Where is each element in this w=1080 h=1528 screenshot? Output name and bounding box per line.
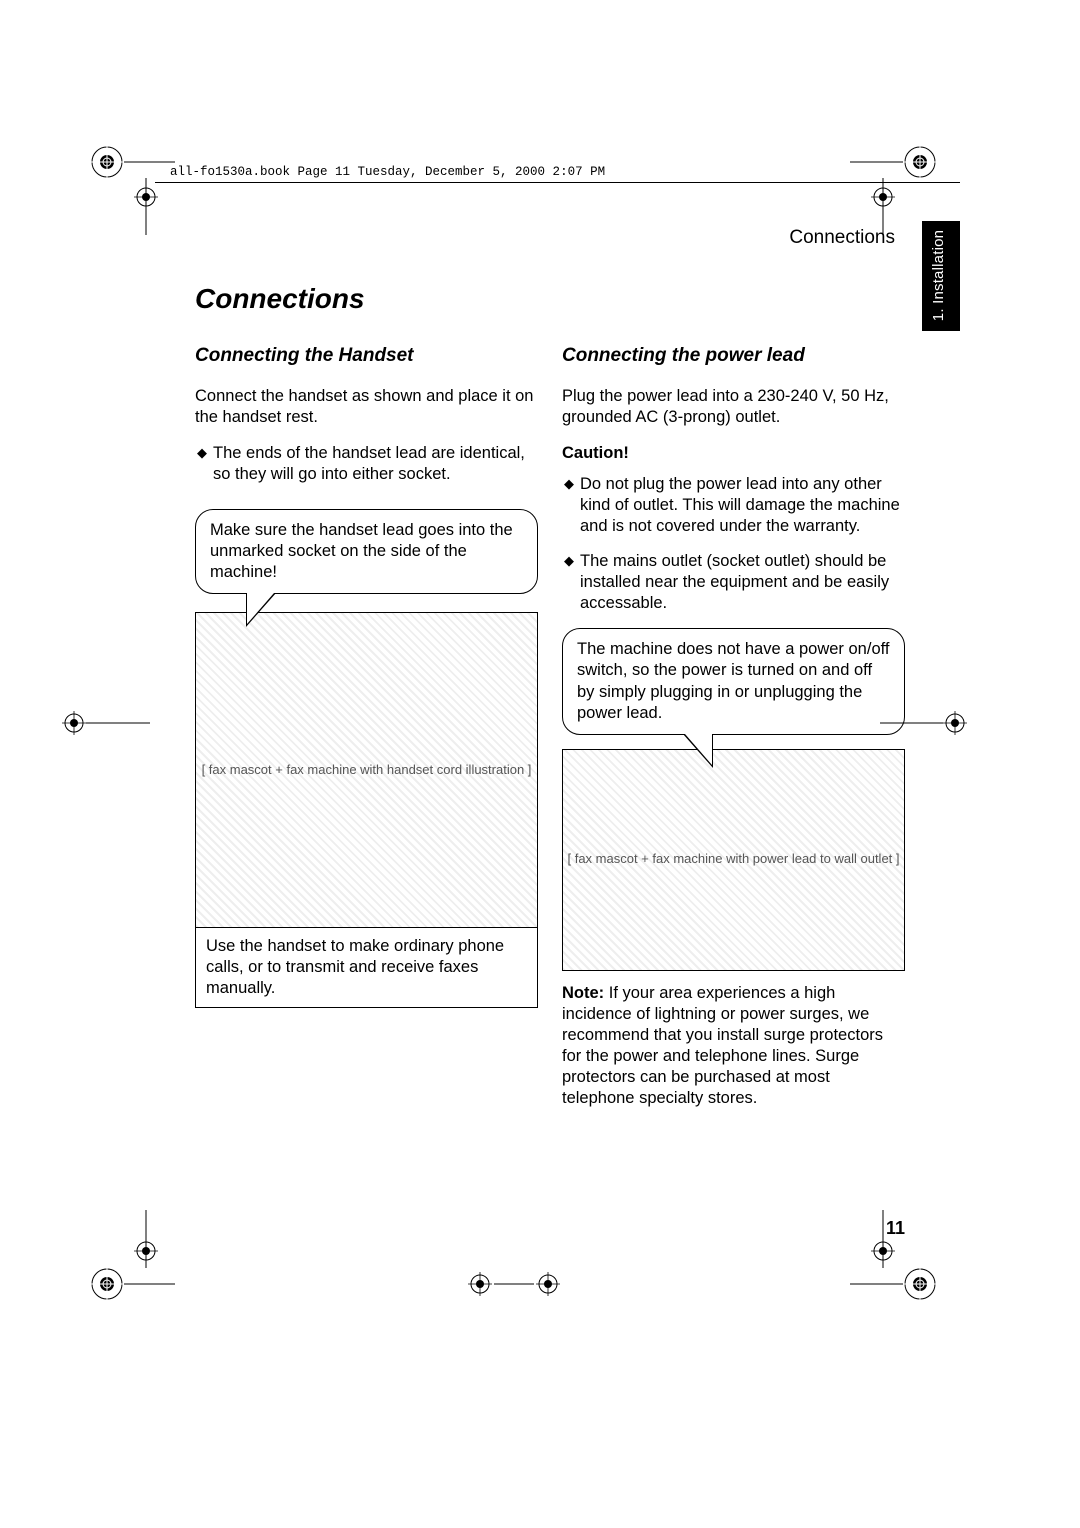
right-bubble-text: The machine does not have a power on/off… <box>577 640 890 721</box>
body-columns: Connecting the Handset Connect the hands… <box>195 344 905 1109</box>
left-bullet-1: ◆ The ends of the handset lead are ident… <box>195 443 538 485</box>
right-h2: Connecting the power lead <box>562 344 905 368</box>
right-speech-bubble: The machine does not have a power on/off… <box>562 628 905 734</box>
left-bubble-text: Make sure the handset lead goes into the… <box>210 521 513 581</box>
left-boxed-note: Use the handset to make ordinary phone c… <box>195 928 538 1008</box>
right-bullet-1: ◆ Do not plug the power lead into any ot… <box>562 474 905 537</box>
page-number: 11 <box>886 1218 905 1239</box>
page-title: Connections <box>195 283 365 315</box>
note-text: If your area experiences a high incidenc… <box>562 984 883 1108</box>
left-h2: Connecting the Handset <box>195 344 538 368</box>
section-tab-label: 1. Installation <box>930 230 947 321</box>
right-p1: Plug the power lead into a 230-240 V, 50… <box>562 386 905 428</box>
left-figure-caption: [ fax mascot + fax machine with handset … <box>202 762 532 779</box>
diamond-icon: ◆ <box>564 477 574 537</box>
caution-label: Caution! <box>562 443 905 464</box>
right-bullet-2: ◆ The mains outlet (socket outlet) shoul… <box>562 551 905 614</box>
column-right: Connecting the power lead Plug the power… <box>562 344 905 1109</box>
left-boxed-text: Use the handset to make ordinary phone c… <box>206 937 504 997</box>
running-head: Connections <box>789 227 895 249</box>
left-speech-bubble: Make sure the handset lead goes into the… <box>195 509 538 594</box>
column-left: Connecting the Handset Connect the hands… <box>195 344 538 1109</box>
section-tab: 1. Installation <box>922 221 960 331</box>
right-bullet-1-text: Do not plug the power lead into any othe… <box>580 474 905 537</box>
left-p1: Connect the handset as shown and place i… <box>195 386 538 428</box>
right-figure: [ fax mascot + fax machine with power le… <box>562 749 905 971</box>
note-label: Note: <box>562 984 604 1002</box>
right-figure-caption: [ fax mascot + fax machine with power le… <box>567 851 899 868</box>
diamond-icon: ◆ <box>564 554 574 614</box>
right-note: Note: If your area experiences a high in… <box>562 983 905 1110</box>
frame-header-text: all-fo1530a.book Page 11 Tuesday, Decemb… <box>170 165 605 179</box>
right-bullet-2-text: The mains outlet (socket outlet) should … <box>580 551 905 614</box>
left-bullet-1-text: The ends of the handset lead are identic… <box>213 443 538 485</box>
frame-header-rule <box>155 182 960 183</box>
diamond-icon: ◆ <box>197 446 207 485</box>
left-figure: [ fax mascot + fax machine with handset … <box>195 612 538 928</box>
